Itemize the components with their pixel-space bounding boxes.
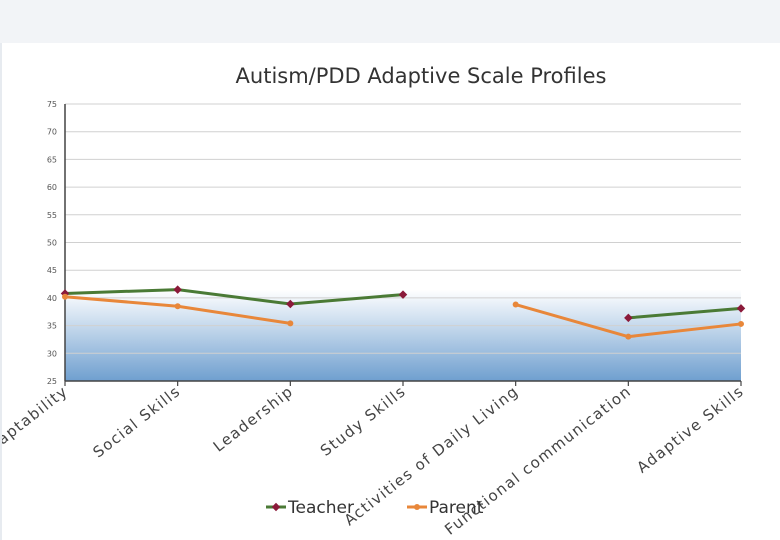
- parent-point: [625, 333, 632, 340]
- y-tick-label-60: 60: [47, 183, 57, 192]
- y-tick-label-30: 30: [47, 349, 57, 358]
- teacher-point: [398, 290, 408, 299]
- y-tick-label-45: 45: [47, 266, 57, 275]
- y-tick-label-40: 40: [47, 294, 57, 303]
- y-tick-label-55: 55: [47, 211, 57, 220]
- parent-point: [512, 301, 519, 308]
- y-tick-label-50: 50: [47, 239, 57, 248]
- teacher-point: [736, 304, 746, 313]
- chart-title: Autism/PDD Adaptive Scale Profiles: [236, 64, 607, 88]
- teacher-legend-marker: [271, 502, 281, 512]
- parent-point: [174, 303, 181, 310]
- y-tick-label-65: 65: [47, 155, 57, 164]
- teacher-point: [624, 313, 633, 323]
- parent-legend-label: Parent: [429, 498, 484, 518]
- x-tick-label: Adaptive Skills: [633, 382, 747, 477]
- x-tick-label: Study Skills: [317, 382, 410, 460]
- parent-point: [287, 320, 294, 327]
- x-tick-label: Social Skills: [90, 382, 185, 461]
- parent-legend-marker: [414, 504, 420, 510]
- x-tick-label: Adaptability: [2, 382, 71, 462]
- chart-svg: Autism/PDD Adaptive Scale Profiles 25 30 3…: [2, 64, 747, 539]
- teacher-point: [286, 299, 295, 309]
- parent-point: [738, 320, 744, 327]
- x-tick-label: Leadership: [210, 382, 297, 456]
- chart-area: Autism/PDD Adaptive Scale Profiles 25 30 3…: [0, 43, 780, 540]
- y-tick-label-25: 25: [47, 377, 57, 386]
- parent-point: [62, 293, 68, 300]
- header-band: [0, 0, 780, 43]
- teacher-series-line: [626, 306, 743, 320]
- teacher-point: [173, 285, 182, 294]
- teacher-legend-label: Teacher: [287, 498, 354, 518]
- y-tick-label-75: 75: [47, 100, 57, 109]
- teacher-series-line: [63, 288, 405, 306]
- y-tick-label-35: 35: [47, 322, 57, 331]
- y-tick-label-70: 70: [47, 128, 57, 137]
